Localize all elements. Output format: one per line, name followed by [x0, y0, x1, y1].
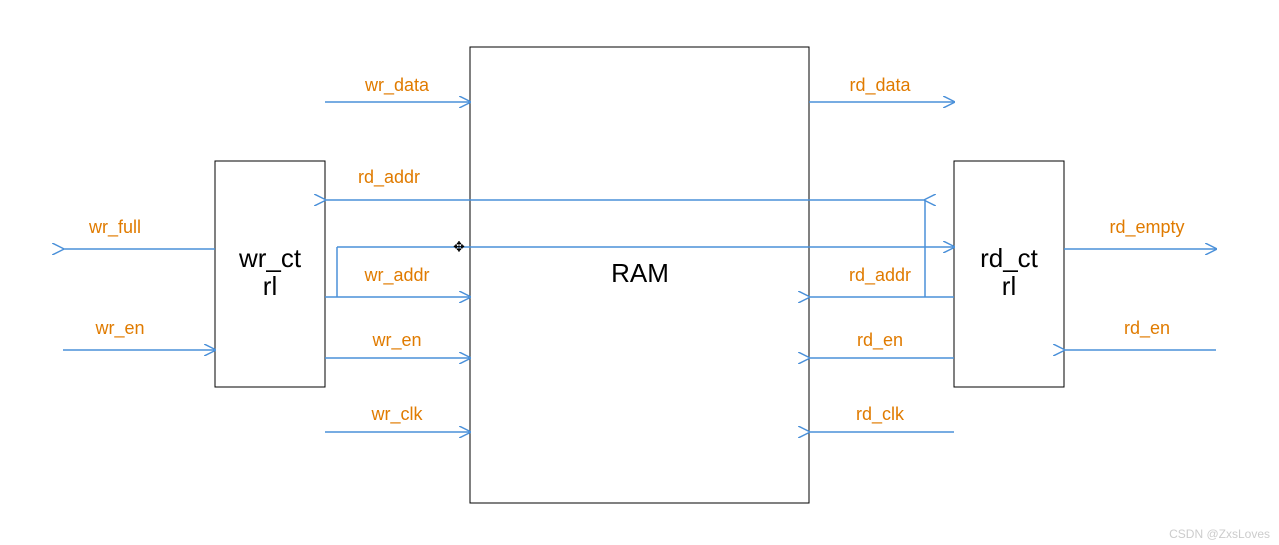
signal-rd_addr_M-label: rd_addr — [849, 265, 911, 286]
signal-wr_en_L-label: wr_en — [94, 318, 144, 339]
wr_ctrl-label-bot: rl — [263, 271, 277, 301]
wr_ctrl-label-top: wr_ct — [238, 243, 302, 273]
signals-group: wr_datard_datawr_fullwr_enrd_emptyrd_enw… — [63, 75, 1216, 432]
signal-wr_data-label: wr_data — [364, 75, 430, 96]
signal-wr_clk-label: wr_clk — [370, 404, 423, 425]
ram-label: RAM — [611, 258, 669, 288]
rd_ctrl-label-bot: rl — [1002, 271, 1016, 301]
signal-wr_addr-label: wr_addr — [363, 265, 429, 286]
signal-wr_full-label: wr_full — [88, 217, 141, 238]
rd_ctrl-label-top: rd_ct — [980, 243, 1039, 273]
rd-addr-long-label: rd_addr — [358, 167, 420, 188]
signal-wr_en_M-label: wr_en — [371, 330, 421, 351]
signal-rd_en_M-label: rd_en — [857, 330, 903, 351]
move-cursor-icon: ✥ — [453, 239, 465, 255]
watermark: CSDN @ZxsLoves — [1169, 527, 1270, 541]
signal-rd_data-label: rd_data — [849, 75, 911, 96]
signal-rd_en_R-label: rd_en — [1124, 318, 1170, 339]
signal-rd_empty-label: rd_empty — [1109, 217, 1184, 238]
blocks-group: wr_ctrlRAMrd_ctrl — [215, 47, 1064, 503]
signal-rd_clk-label: rd_clk — [856, 404, 905, 425]
